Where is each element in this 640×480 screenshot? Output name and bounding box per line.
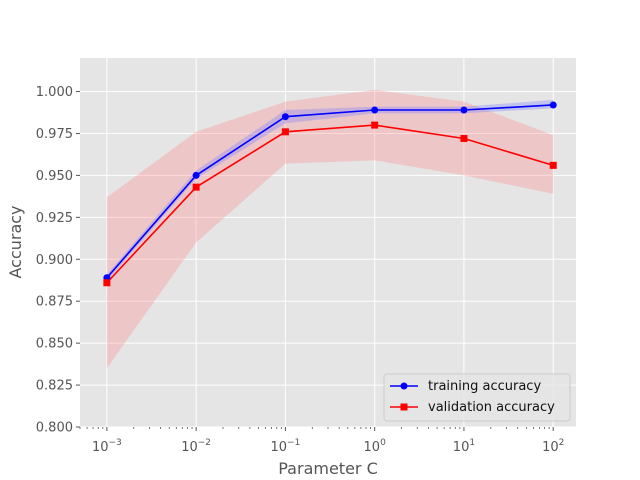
y-tick-label: 0.850 [36,337,73,352]
series-markers [103,101,557,287]
legend: training accuracy validation accuracy [383,373,571,422]
legend-validation-label: validation accuracy [428,400,555,415]
y-tick-label: 0.875 [36,295,73,310]
legend-validation-marker [400,403,408,411]
training-accuracy-point [192,171,200,179]
x-tick-label: 10−3 [92,438,122,455]
x-tick-label: 100 [364,438,387,455]
validation-accuracy-point [103,279,111,287]
x-tick-label: 10−2 [181,438,211,455]
validation-accuracy-band [106,89,554,369]
legend-training-marker [400,382,408,390]
plot-area [80,58,576,427]
y-tick-label: 1.000 [36,85,73,100]
validation-accuracy-point [371,121,379,129]
x-axis-label: Parameter C [278,459,378,478]
y-tick-label: 0.900 [36,253,73,268]
series-lines [106,104,554,284]
y-tick-label: 0.925 [36,211,73,226]
validation-accuracy-point [192,183,200,191]
x-axis: 10−3 10−2 10−1 100 101 102 [79,427,564,455]
validation-accuracy-point [460,135,468,143]
y-tick-label: 0.825 [36,379,73,394]
validation-accuracy-point [549,161,557,169]
x-tick-label: 10−1 [270,438,300,455]
y-axis: 0.800 0.825 0.850 0.875 0.900 0.925 0.950 0.975… [36,85,80,436]
confidence-bands [106,89,554,369]
y-axis-label: Accuracy [6,205,25,278]
training-accuracy-point [281,113,289,121]
validation-accuracy-point [281,128,289,136]
training-accuracy-point [549,101,557,109]
legend-box [383,373,571,422]
y-tick-label: 0.975 [36,127,73,142]
x-tick-label: 102 [542,438,564,455]
validation-accuracy-line [106,124,554,284]
training-accuracy-line [106,104,554,279]
grid [80,58,576,428]
training-accuracy-point [460,106,468,114]
y-tick-label: 0.800 [36,421,73,436]
training-accuracy-point [371,106,379,114]
y-tick-label: 0.950 [36,169,73,184]
x-tick-label: 101 [453,438,475,455]
legend-training-label: training accuracy [428,379,541,394]
